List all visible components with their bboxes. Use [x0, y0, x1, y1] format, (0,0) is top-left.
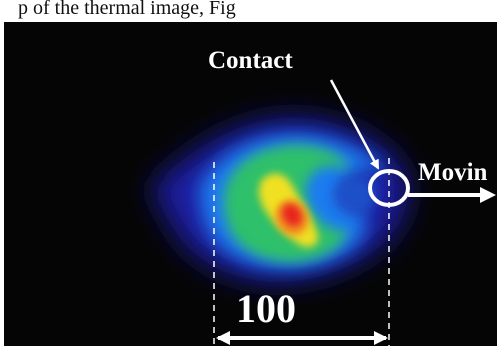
frame-right — [497, 22, 501, 349]
contact-label: Contact — [208, 47, 293, 74]
moving-label: Movin — [418, 159, 488, 186]
contact-marker-icon — [368, 169, 410, 207]
heat-peak-region — [282, 203, 302, 227]
frame-left — [0, 22, 4, 349]
frame-bottom — [0, 346, 501, 349]
caption-fragment: p of the thermal image, Fig — [18, 0, 236, 19]
heat-notch-region — [333, 175, 377, 215]
distance-label: 100 — [236, 286, 296, 331]
contact-pointer-arrow — [329, 79, 380, 170]
